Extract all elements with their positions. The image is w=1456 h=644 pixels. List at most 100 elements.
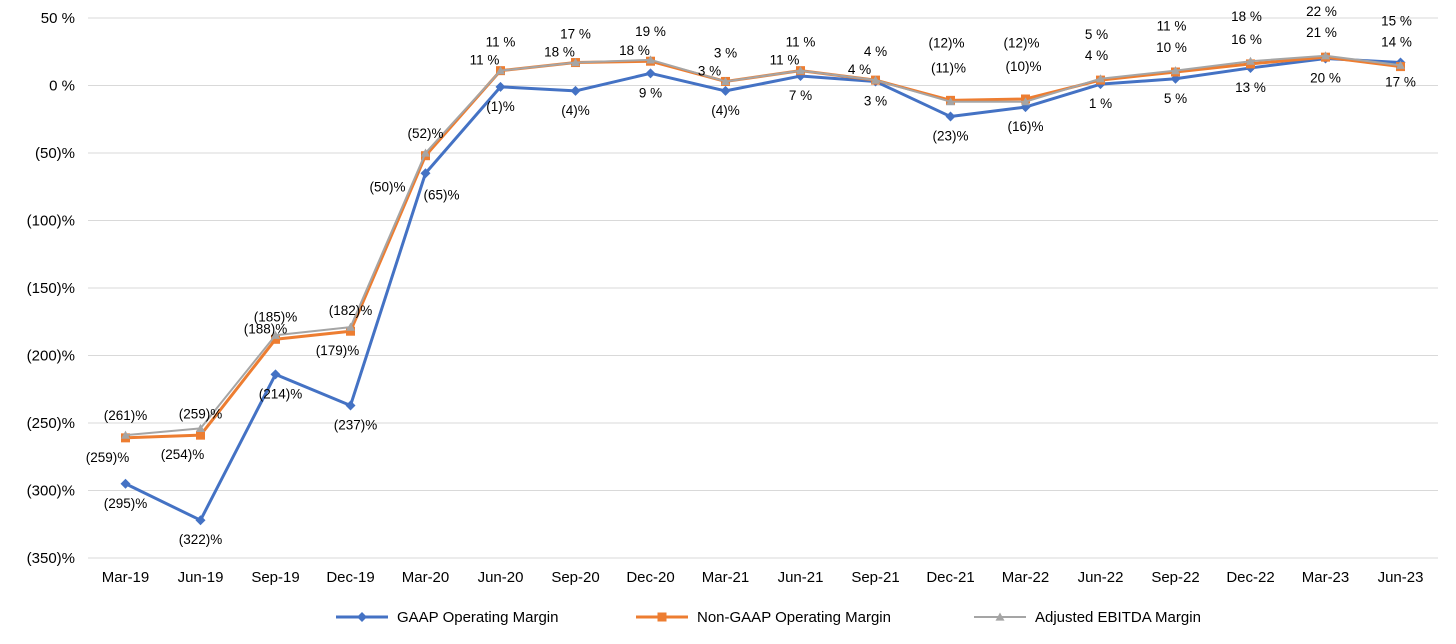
data-label: 19 % [635, 24, 666, 39]
x-tick-label: Jun-22 [1078, 569, 1124, 586]
data-label: (12)% [1003, 36, 1039, 51]
data-label: (237)% [334, 417, 378, 432]
data-point [345, 400, 356, 411]
data-label: 4 % [848, 62, 871, 77]
data-point [1396, 60, 1405, 69]
data-label: (322)% [179, 532, 223, 547]
data-point [196, 430, 205, 440]
data-point [571, 58, 580, 67]
legend-label: Adjusted EBITDA Margin [1035, 609, 1201, 626]
x-tick-label: Dec-19 [326, 569, 374, 586]
series-2 [121, 51, 1405, 439]
data-point [1171, 66, 1180, 75]
data-point [120, 478, 131, 489]
data-point [1021, 97, 1030, 106]
x-tick-label: Sep-19 [251, 569, 299, 586]
x-axis: Mar-19 Jun-19 Sep-19 Dec-19 Mar-20 Jun-20 Sep-… [102, 569, 1424, 586]
data-label: 7 % [789, 88, 812, 103]
data-label: 17 % [560, 27, 591, 42]
legend-swatch-marker [657, 612, 667, 622]
data-label: (254)% [161, 447, 205, 462]
y-tick-label: (200)% [27, 348, 75, 365]
data-label: (188)% [244, 321, 288, 336]
x-tick-label: Mar-22 [1002, 569, 1050, 586]
data-label: (182)% [329, 303, 373, 318]
data-point [346, 322, 355, 331]
data-point [646, 55, 655, 64]
data-point [796, 66, 805, 75]
data-label: 10 % [1156, 40, 1187, 55]
x-tick-label: Jun-19 [178, 569, 224, 586]
data-point [271, 334, 280, 344]
data-label: (65)% [423, 187, 459, 202]
data-point [720, 85, 731, 96]
y-tick-label: (250)% [27, 415, 75, 432]
data-label: 5 % [1164, 91, 1187, 106]
legend-item: Adjusted EBITDA Margin [974, 609, 1201, 626]
series-line [124, 57, 1401, 522]
data-point [1096, 74, 1105, 83]
legend-label: Non-GAAP Operating Margin [697, 609, 891, 626]
data-point [871, 75, 880, 84]
y-tick-label: (100)% [27, 213, 75, 230]
data-label: 11 % [486, 35, 516, 50]
legend-swatch-marker [357, 612, 367, 622]
data-label: 15 % [1381, 13, 1412, 28]
series-1 [121, 52, 1405, 443]
x-tick-label: Mar-20 [402, 569, 450, 586]
data-label: (4)% [561, 103, 590, 118]
data-label: (11)% [931, 60, 966, 75]
data-label: 20 % [1310, 71, 1341, 86]
data-point [495, 81, 506, 92]
data-label: (179)% [316, 343, 360, 358]
data-label: 3 % [864, 93, 887, 108]
data-point [1246, 56, 1255, 65]
series-line [125, 54, 1401, 437]
data-point [270, 369, 281, 380]
x-tick-label: Jun-21 [778, 569, 824, 586]
data-label: 14 % [1381, 35, 1412, 50]
data-label: 11 % [770, 53, 800, 68]
y-tick-label: (50)% [35, 145, 75, 162]
data-label: (4)% [711, 103, 740, 118]
data-labels: (295)% (322)% (214)% (237)% (65)% (1)% (4)% 9 %… [86, 4, 1416, 547]
data-label: (1)% [486, 99, 515, 114]
x-tick-label: Dec-20 [626, 569, 674, 586]
data-point [121, 430, 130, 439]
data-label: 17 % [1385, 75, 1416, 90]
series-0 [120, 53, 1406, 526]
data-label: 9 % [639, 85, 662, 100]
data-label: 18 % [544, 45, 575, 60]
x-tick-label: Mar-21 [702, 569, 750, 586]
data-point [195, 515, 206, 526]
data-label: (12)% [928, 36, 964, 51]
x-tick-label: Sep-20 [551, 569, 599, 586]
y-tick-label: 0 % [49, 78, 75, 95]
data-label: (185)% [254, 309, 298, 324]
x-tick-label: Dec-21 [926, 569, 974, 586]
data-label: 1 % [1089, 96, 1112, 111]
data-label: (16)% [1007, 119, 1043, 134]
data-label: (23)% [932, 129, 968, 144]
x-tick-label: Sep-22 [1151, 569, 1199, 586]
data-label: 4 % [1085, 48, 1108, 63]
x-tick-label: Dec-22 [1226, 569, 1274, 586]
data-label: (259)% [179, 406, 223, 421]
data-label: 16 % [1231, 32, 1262, 47]
data-point [271, 330, 280, 339]
data-point [946, 97, 955, 106]
y-tick-label: (350)% [27, 550, 75, 567]
x-tick-label: Jun-23 [1378, 569, 1424, 586]
gridlines [88, 17, 1438, 559]
x-tick-label: Jun-20 [478, 569, 524, 586]
data-label: (214)% [259, 386, 303, 401]
x-tick-label: Mar-19 [102, 569, 150, 586]
data-label: 18 % [619, 43, 650, 58]
y-tick-label: 50 % [41, 10, 75, 27]
legend-swatch-marker [995, 612, 1005, 621]
data-label: 3 % [698, 63, 721, 78]
data-label: 18 % [1231, 9, 1262, 24]
data-point [346, 326, 355, 336]
